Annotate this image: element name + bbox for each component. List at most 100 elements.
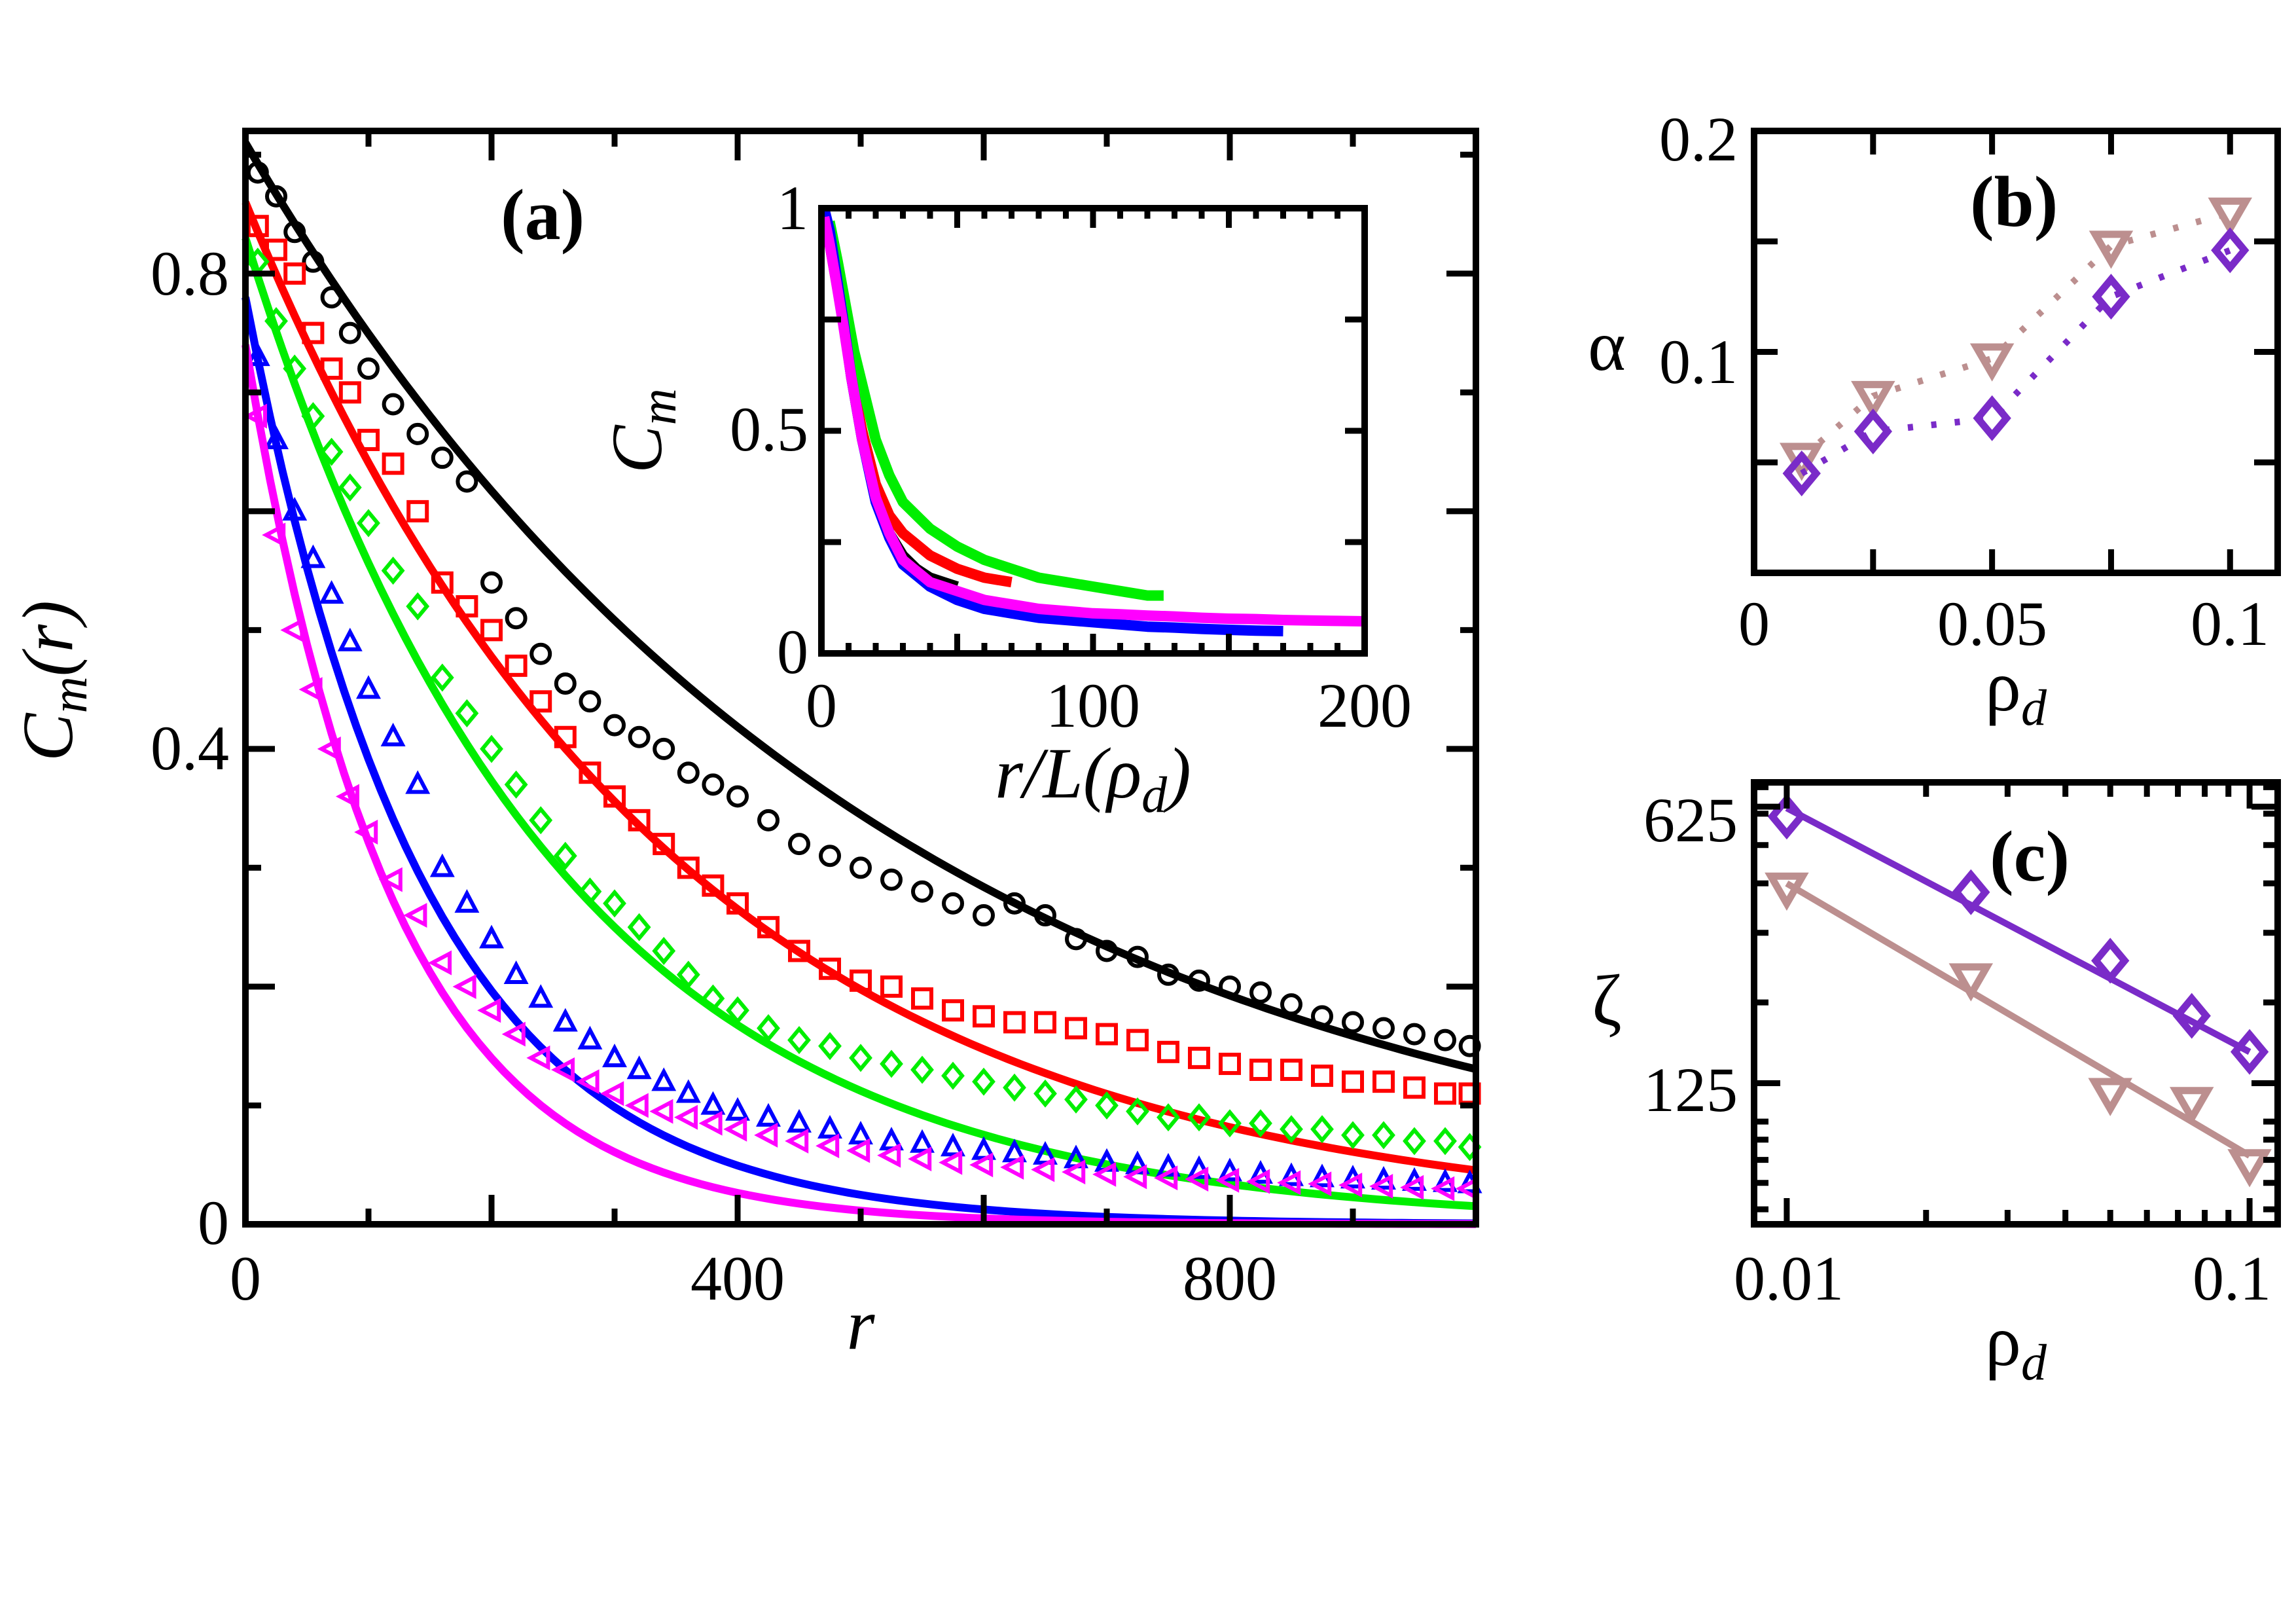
marker-red-squares <box>1249 1059 1272 1082</box>
marker-green-diamonds <box>757 1014 780 1042</box>
marker-green-diamonds <box>627 913 651 941</box>
marker-black-circles <box>382 393 404 416</box>
marker-black-circles <box>880 868 903 891</box>
marker-blue-triangles <box>245 342 270 367</box>
marker-red-squares <box>1096 1023 1118 1046</box>
marker-red-squares <box>320 357 343 380</box>
marker-green-diamonds <box>1280 1115 1303 1144</box>
marker-black-circles <box>973 904 995 927</box>
marker-magenta-triangles <box>754 1122 778 1148</box>
inset-xtick-200: 200 <box>1318 670 1412 740</box>
c-marker-purple-diamonds <box>1767 793 1806 840</box>
c-ytick-625: 625 <box>1643 785 1738 855</box>
marker-magenta-triangles <box>262 522 286 548</box>
c-xtick-0.01: 0.01 <box>1734 1243 1844 1313</box>
marker-black-circles <box>554 672 577 695</box>
marker-red-squares <box>456 595 478 618</box>
marker-red-squares <box>1372 1070 1395 1093</box>
marker-blue-triangles <box>380 722 406 746</box>
c-ylabel: ζ <box>1592 960 1622 1040</box>
marker-magenta-triangles <box>908 1146 932 1172</box>
marker-magenta-triangles <box>969 1152 994 1178</box>
marker-black-circles <box>677 761 700 784</box>
panel-b: 0 0.05 0.1 0.1 0.2 α ρd (b) <box>1588 104 2281 736</box>
marker-green-diamonds <box>652 937 676 965</box>
marker-green-diamonds <box>504 770 528 799</box>
marker-red-squares <box>302 321 325 344</box>
marker-green-diamonds <box>787 1026 811 1055</box>
marker-black-circles <box>726 785 749 808</box>
panel-c-marks <box>1765 793 2272 1188</box>
marker-green-diamonds <box>301 402 325 431</box>
b-marker-purple-diamonds <box>1973 395 2011 441</box>
marker-blue-triangles <box>675 1079 701 1103</box>
marker-green-diamonds <box>1310 1115 1334 1144</box>
marker-black-circles <box>320 286 343 309</box>
marker-red-squares <box>1034 1011 1056 1034</box>
panel-c: 0.01 0.1 125 625 ζ ρd (c) <box>1592 779 2281 1391</box>
marker-magenta-triangles <box>427 950 452 976</box>
marker-black-circles <box>628 725 651 748</box>
panel-b-marks <box>1779 197 2253 497</box>
marker-magenta-triangles <box>1031 1157 1055 1182</box>
marker-black-circles <box>1126 945 1149 968</box>
marker-blue-triangles <box>356 675 381 699</box>
marker-red-squares <box>1280 1059 1302 1082</box>
marker-blue-triangles <box>319 580 344 604</box>
marker-magenta-triangles <box>1400 1175 1424 1200</box>
marker-magenta-triangles <box>280 617 304 643</box>
a-ytick-0.4: 0.4 <box>151 713 229 783</box>
c-fit-line-purple-diamonds <box>1785 805 2251 1055</box>
panel-b-frame <box>1751 128 2281 576</box>
inset-ylabel: Cm <box>597 388 687 473</box>
marker-black-circles <box>265 185 287 208</box>
marker-magenta-triangles <box>477 998 501 1023</box>
marker-green-diamonds <box>972 1067 996 1096</box>
marker-green-diamonds <box>264 306 288 335</box>
marker-red-squares <box>1003 1011 1026 1034</box>
marker-magenta-triangles <box>1154 1165 1178 1191</box>
panel-b-ticks <box>1754 131 2278 573</box>
marker-magenta-triangles <box>1215 1167 1240 1193</box>
marker-green-diamonds <box>941 1061 965 1090</box>
marker-magenta-triangles <box>785 1128 809 1154</box>
fit-line-green-diamonds <box>242 236 1477 1211</box>
marker-green-diamonds <box>357 509 380 538</box>
c-ytick-125: 125 <box>1643 1055 1738 1125</box>
marker-blue-triangles <box>910 1129 935 1153</box>
marker-red-squares <box>1188 1046 1210 1069</box>
c-xtick-0.1: 0.1 <box>2193 1243 2271 1313</box>
marker-green-diamonds <box>283 354 307 383</box>
marker-magenta-triangles <box>673 1104 698 1130</box>
marker-green-diamonds <box>1126 1097 1149 1126</box>
marker-black-circles <box>357 357 380 380</box>
b-marker-purple-diamonds <box>2211 227 2250 274</box>
marker-magenta-triangles <box>403 903 427 928</box>
marker-blue-triangles <box>626 1055 652 1080</box>
marker-magenta-triangles <box>575 1069 600 1095</box>
a-xtick-0: 0 <box>230 1243 261 1313</box>
panel-a: 0 400 800 0 0.4 0.8 r Cm(r) (a) <box>8 128 1482 1364</box>
marker-green-diamonds <box>1033 1079 1057 1108</box>
marker-red-squares <box>480 619 503 642</box>
marker-magenta-triangles <box>1246 1169 1270 1194</box>
marker-red-squares <box>880 975 903 998</box>
marker-blue-triangles <box>602 1044 627 1068</box>
inset-ylabel-main: C <box>597 424 677 473</box>
c-marker-purple-diamonds <box>2230 1029 2269 1075</box>
marker-blue-triangles <box>264 426 289 450</box>
marker-magenta-triangles <box>816 1133 840 1159</box>
b-marker-tan-triangles <box>2089 230 2134 269</box>
marker-green-diamonds <box>430 663 454 692</box>
marker-magenta-triangles <box>501 1021 526 1047</box>
panel-b-label: (b) <box>1970 162 2058 242</box>
marker-magenta-triangles <box>335 784 359 809</box>
marker-green-diamonds <box>818 1032 842 1061</box>
marker-black-circles <box>283 221 306 244</box>
panel-a-marks <box>242 141 1482 1228</box>
marker-blue-triangles <box>282 497 308 521</box>
inset-marks <box>819 207 1365 636</box>
inset-xlabel-sub: d <box>1141 766 1168 823</box>
marker-red-squares <box>382 452 404 475</box>
marker-green-diamonds <box>381 556 405 585</box>
